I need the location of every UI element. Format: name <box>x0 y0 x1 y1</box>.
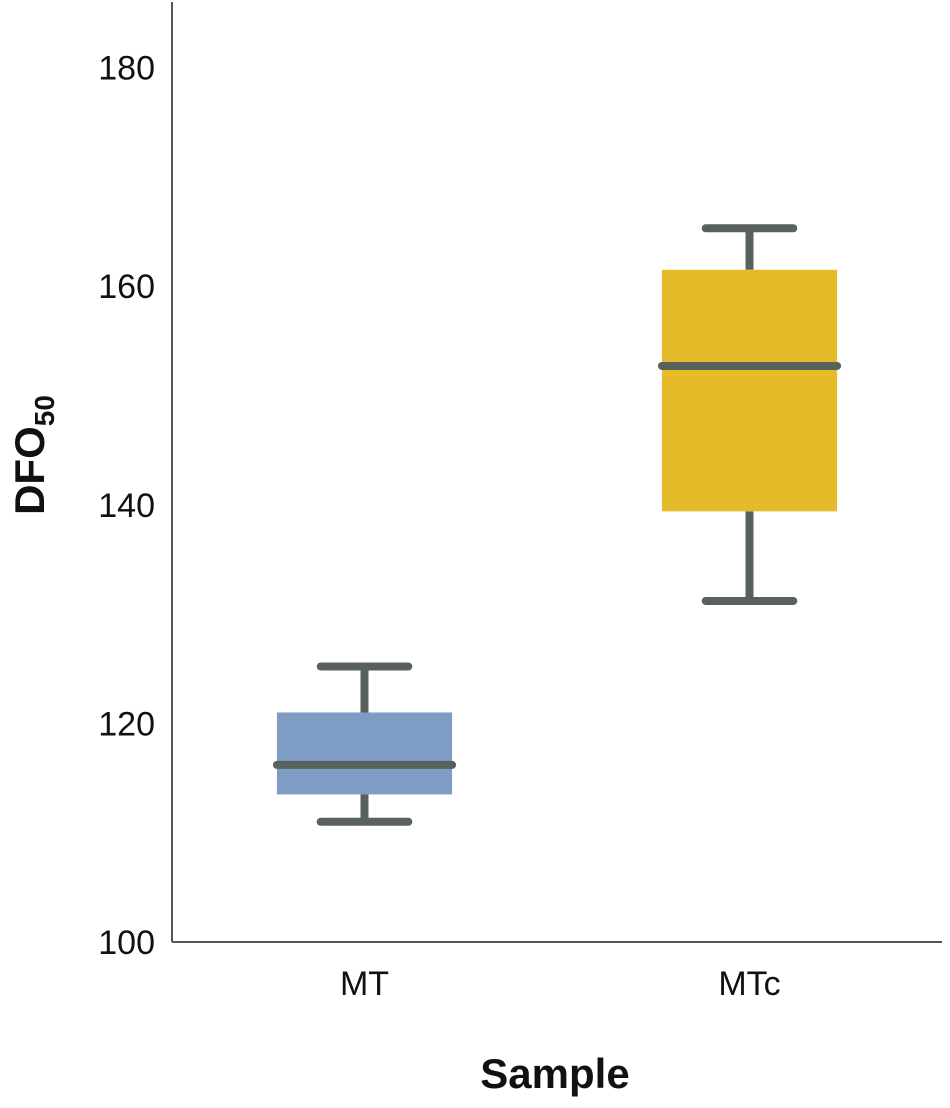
x-tick-label: MT <box>340 965 389 1003</box>
axes <box>171 2 942 943</box>
x-tick-labels: MT MTc <box>340 965 781 1003</box>
y-axis-title-subscript: 50 <box>29 395 60 426</box>
box-mt <box>272 662 457 826</box>
x-tick-label: MTc <box>718 965 780 1003</box>
iqr-box <box>276 712 453 795</box>
y-tick-label: 100 <box>98 924 155 962</box>
box-mtc <box>657 224 842 605</box>
y-axis-title-main: DFO <box>6 426 53 515</box>
x-axis-title: Sample <box>480 1050 629 1097</box>
y-tick-label: 160 <box>98 268 155 306</box>
y-tick-label: 180 <box>98 50 155 88</box>
y-tick-label: 120 <box>98 705 155 743</box>
boxes <box>272 224 842 826</box>
y-tick-label: 140 <box>98 487 155 525</box>
y-axis-title: DFO50 <box>6 395 60 515</box>
y-tick-labels: 100 120 140 160 180 <box>98 50 155 962</box>
iqr-box <box>661 269 838 512</box>
